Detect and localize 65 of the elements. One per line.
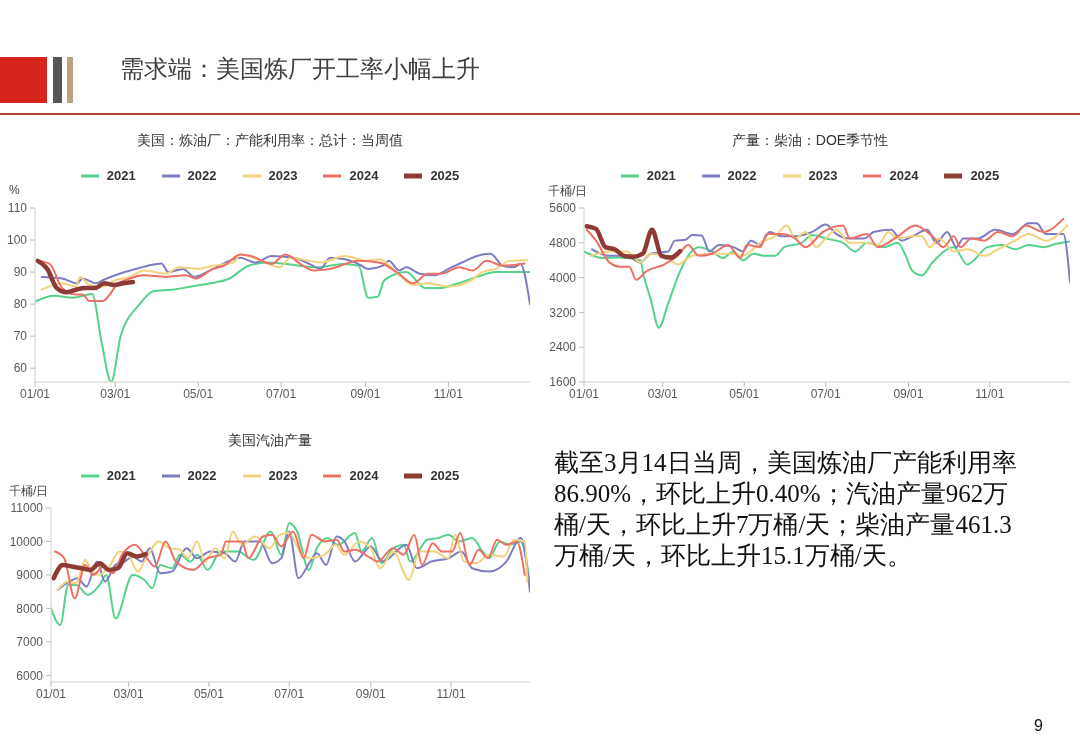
line-series (51, 522, 530, 627)
legend-label: 2024 (349, 468, 379, 483)
legend-label: 2021 (106, 468, 136, 483)
y-tick-label: 9000 (16, 568, 44, 583)
chart-title: 美国：炼油厂：产能利用率：总计：当周值 (136, 132, 404, 150)
line-series (584, 233, 1070, 329)
x-tick-label: 07/01 (274, 686, 305, 701)
legend-label: 2023 (808, 168, 838, 183)
x-tick-label: 11/01 (975, 386, 1005, 401)
x-tick-label: 11/01 (433, 386, 464, 401)
legend-label: 2023 (268, 468, 298, 483)
y-tick-label: 2400 (549, 340, 577, 355)
y-tick-label: 4000 (549, 270, 577, 285)
x-tick-label: 05/01 (193, 686, 225, 701)
legend-label: 2021 (646, 168, 676, 183)
y-tick-label: 3200 (549, 305, 577, 320)
legend-label: 2021 (106, 168, 136, 183)
x-tick-label: 07/01 (810, 386, 841, 401)
line-series (35, 258, 136, 295)
y-tick-label: 11000 (10, 501, 44, 516)
legend-label: 2022 (187, 468, 217, 483)
x-tick-label: 11/01 (436, 686, 466, 701)
x-tick-label: 05/01 (729, 386, 760, 401)
y-axis-title: 千桶/日 (9, 483, 49, 500)
x-tick-label: 09/01 (355, 686, 387, 701)
y-tick-label: 4800 (549, 236, 577, 251)
y-tick-label: 60 (13, 361, 28, 376)
text: 需求端：美国炼厂开工率小幅上升 (120, 55, 480, 83)
line-series (51, 550, 148, 581)
x-tick-label: 05/01 (183, 386, 214, 401)
x-tick-label: 07/01 (266, 386, 297, 401)
chart-title: 美国汽油产量 (227, 432, 313, 450)
y-tick-label: 10000 (9, 534, 44, 549)
text: 截至3月14日当周，美国炼油厂产能利用率86.90%，环比上升0.40%；汽油产量962万桶/天，环比上升7万桶/天；柴油产量461.3万桶/天，环比上升15.1万桶/天。 (554, 448, 1018, 571)
x-tick-label: 01/01 (19, 386, 51, 401)
legend-label: 2022 (187, 168, 217, 183)
legend-label: 2022 (727, 168, 757, 183)
legend-label: 2025 (430, 468, 460, 483)
text: 9 (1034, 716, 1044, 736)
y-tick-label: 70 (13, 329, 28, 344)
legend-label: 2024 (349, 168, 379, 183)
y-tick-label: 110 (7, 201, 28, 216)
y-tick-label: 8000 (16, 601, 44, 616)
y-tick-label: 90 (13, 265, 28, 280)
legend-label: 2024 (889, 168, 919, 183)
x-tick-label: 03/01 (113, 686, 144, 701)
legend-label: 2023 (268, 168, 298, 183)
y-tick-label: 7000 (16, 635, 44, 650)
x-tick-label: 03/01 (100, 386, 131, 401)
legend-label: 2025 (430, 168, 460, 183)
y-axis-title: % (9, 183, 20, 197)
y-tick-label: 100 (6, 233, 28, 248)
y-tick-label: 5600 (549, 201, 577, 216)
line-series (40, 253, 529, 291)
y-axis-title: 千桶/日 (548, 183, 588, 200)
y-tick-label: 80 (13, 297, 28, 312)
x-tick-label: 01/01 (35, 686, 67, 701)
line-series (584, 224, 683, 260)
line-series (589, 224, 1069, 266)
x-tick-label: 09/01 (893, 386, 924, 401)
x-tick-label: 03/01 (647, 386, 679, 401)
legend-label: 2025 (970, 168, 1000, 183)
chart-title: 产量：柴油：DOE季节性 (730, 132, 890, 150)
y-tick-label: 6000 (16, 668, 44, 683)
x-tick-label: 09/01 (350, 386, 381, 401)
